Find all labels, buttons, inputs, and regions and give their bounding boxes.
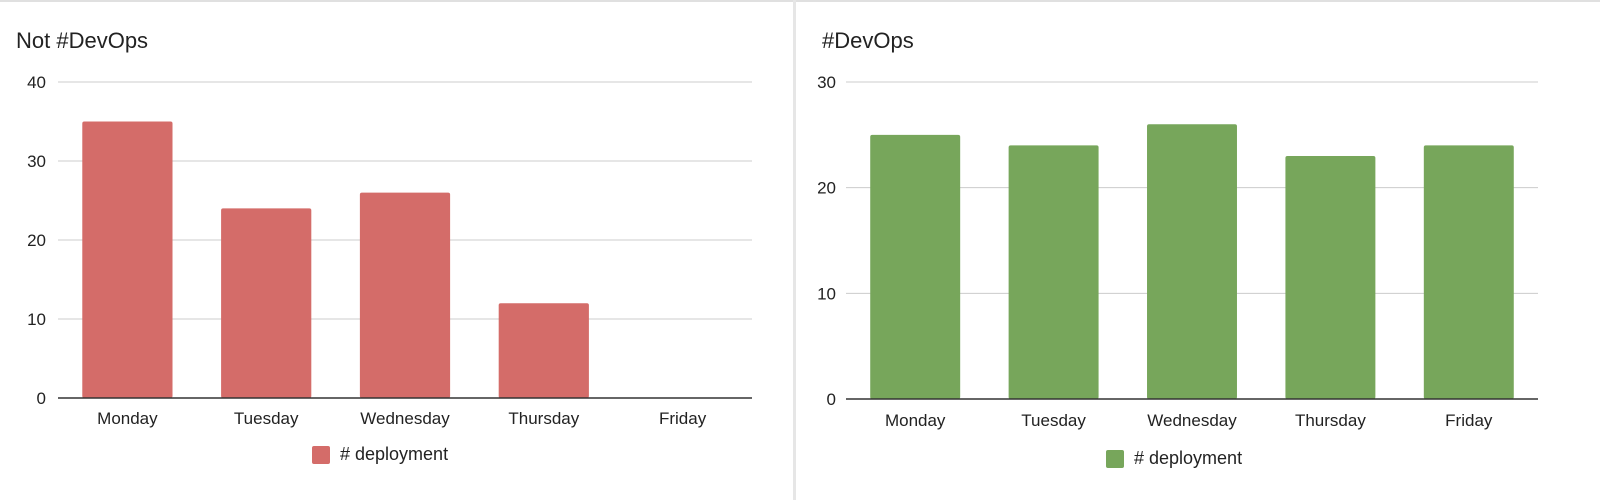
bar-monday [82,121,173,398]
chart-title: Not #DevOps [16,28,149,53]
y-tick-label: 0 [827,390,836,409]
chart-legend: # deployment [312,444,448,465]
y-tick-label: 20 [27,231,46,250]
bar-thursday [498,303,589,398]
panel-divider[interactable] [793,0,796,500]
legend-label: # deployment [340,444,449,464]
bar-thursday [1285,155,1376,399]
x-category-label: Thursday [1295,411,1366,430]
chart-title: #DevOps [822,28,914,53]
y-tick-label: 30 [817,73,836,92]
x-category-label: Thursday [508,409,579,428]
x-category-label: Wednesday [360,409,450,428]
chart-legend: # deployment [1106,448,1242,469]
x-category-label: Friday [1445,411,1493,430]
legend-label: # deployment [1134,448,1243,468]
bar-chart-devops: 0 10 20 30 Monday Tuesday Wednesday Thursday Fri… [817,73,1538,430]
bar-wednesday [1147,124,1237,400]
x-category-label: Friday [659,409,707,428]
bar-monday [870,134,961,400]
x-category-label: Monday [885,411,946,430]
bar-tuesday [1008,145,1099,399]
chart-panel-devops: #DevOps 0 10 20 30 Monday Tuesday Wednesday Thu… [796,2,1600,498]
y-tick-label: 30 [27,152,46,171]
y-tick-label: 10 [817,284,836,303]
bar-friday [1423,145,1514,399]
legend-swatch [1106,449,1124,468]
legend-swatch [312,445,330,464]
bar-chart-not-devops: 0 10 20 30 40 Monday Tuesday Wednesday Thursday F… [27,73,752,428]
window-top-border [0,0,1600,2]
x-category-label: Wednesday [1147,411,1237,430]
y-tick-label: 0 [37,389,46,408]
y-tick-label: 20 [817,179,836,198]
x-category-label: Tuesday [1021,411,1086,430]
bar-tuesday [221,208,312,398]
x-category-label: Monday [97,409,158,428]
y-tick-label: 40 [27,73,46,92]
bar-wednesday [359,192,451,398]
y-tick-label: 10 [27,310,46,329]
x-category-label: Tuesday [234,409,299,428]
chart-panel-not-devops: Not #DevOps 0 10 20 30 40 Monday Tuesday Wednes… [0,2,793,498]
